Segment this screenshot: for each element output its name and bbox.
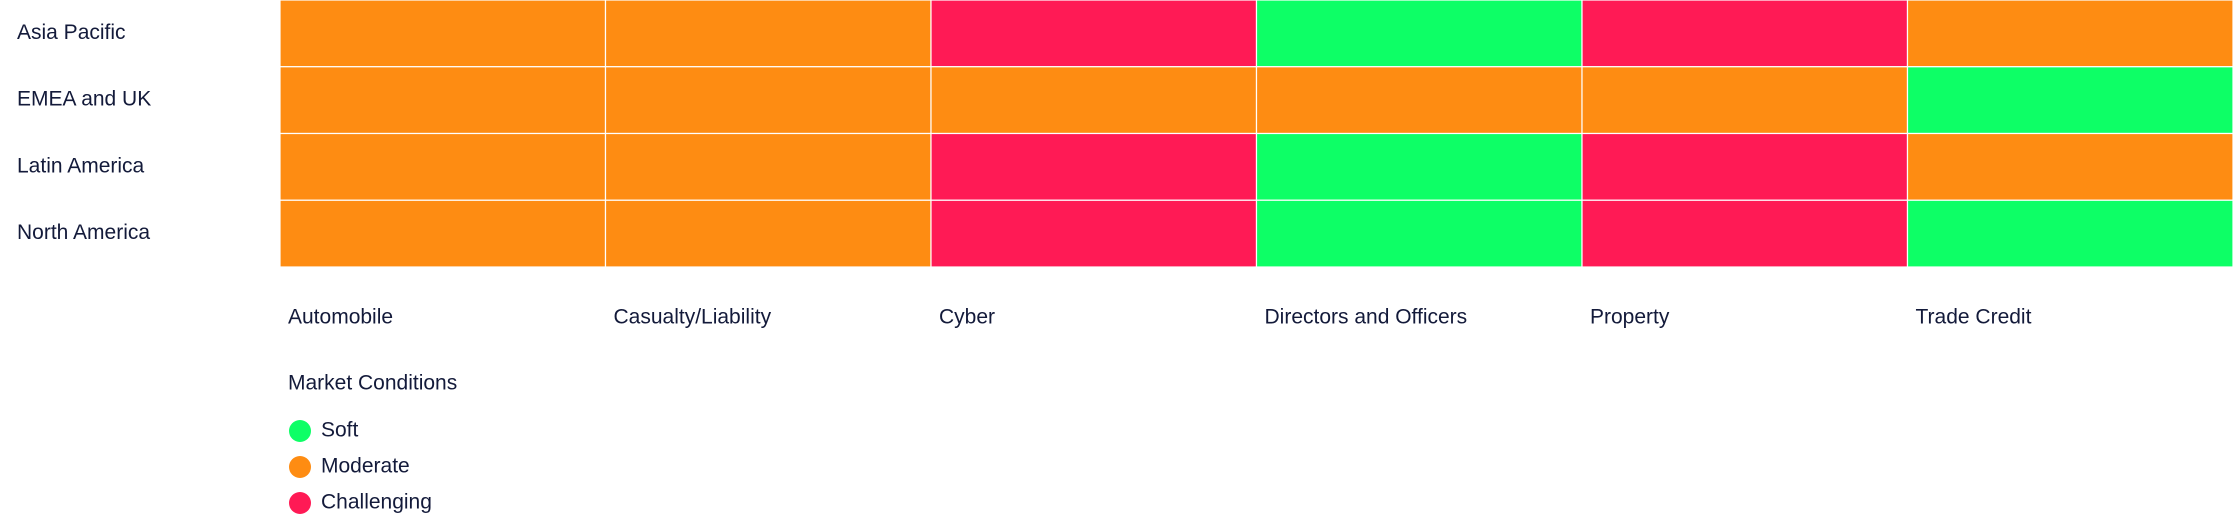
cell bbox=[1581, 66, 1909, 135]
cell bbox=[1255, 0, 1583, 68]
cell bbox=[1581, 0, 1909, 68]
cell bbox=[1906, 132, 2234, 201]
cell bbox=[1255, 132, 1583, 201]
cell bbox=[930, 0, 1258, 68]
column-label: Casualty/Liability bbox=[614, 306, 772, 329]
legend-label: Soft bbox=[321, 419, 359, 442]
row-label: EMEA and UK bbox=[17, 88, 151, 111]
cell bbox=[279, 0, 607, 68]
column-label: Cyber bbox=[939, 306, 995, 329]
legend-label: Challenging bbox=[321, 491, 432, 514]
cell bbox=[604, 132, 932, 201]
legend-title: Market Conditions bbox=[288, 372, 457, 395]
row-label: Asia Pacific bbox=[17, 21, 126, 44]
cell bbox=[279, 66, 607, 135]
column-label: Trade Credit bbox=[1916, 306, 2032, 329]
legend-swatch bbox=[289, 492, 311, 514]
cell bbox=[604, 0, 932, 68]
row-label: North America bbox=[17, 221, 150, 244]
column-label: Directors and Officers bbox=[1265, 306, 1468, 329]
cell bbox=[1906, 199, 2234, 268]
cell bbox=[279, 132, 607, 201]
legend-label: Moderate bbox=[321, 455, 410, 478]
cell bbox=[930, 132, 1258, 201]
cell bbox=[930, 199, 1258, 268]
row-label: Latin America bbox=[17, 154, 145, 177]
cell bbox=[604, 66, 932, 135]
legend-swatch bbox=[289, 456, 311, 478]
column-label: Property bbox=[1590, 306, 1670, 329]
cell bbox=[1906, 0, 2234, 68]
column-label: Automobile bbox=[288, 306, 393, 329]
cell bbox=[1906, 66, 2234, 135]
legend-swatch bbox=[289, 420, 311, 442]
cell bbox=[604, 199, 932, 268]
cell bbox=[1581, 199, 1909, 268]
cell bbox=[1255, 66, 1583, 135]
cell bbox=[279, 199, 607, 268]
cell bbox=[930, 66, 1258, 135]
cell bbox=[1255, 199, 1583, 268]
cell bbox=[1581, 132, 1909, 201]
